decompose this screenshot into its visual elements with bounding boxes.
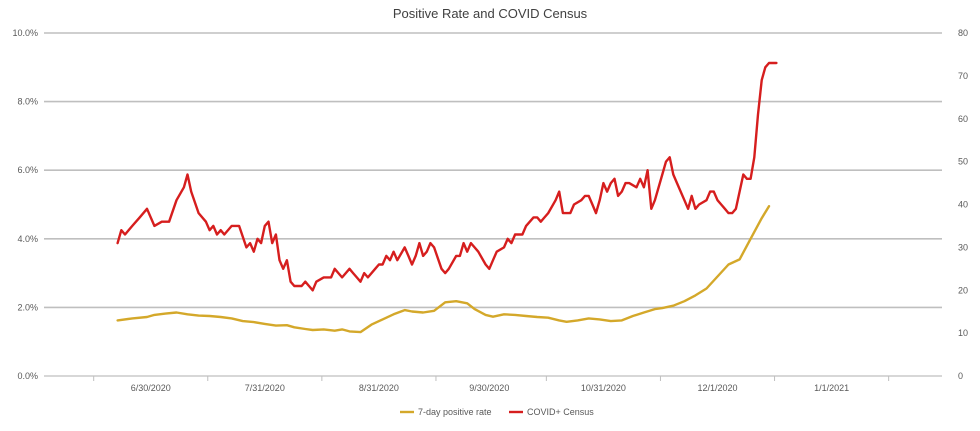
y-right-tick-label: 50 [958,157,968,167]
y-right-tick-label: 40 [958,200,968,210]
y-left-tick-label: 2.0% [17,302,38,312]
x-tick-label: 7/31/2020 [245,383,285,393]
axes: 0.0% 2.0% 4.0% 6.0% 8.0% 10.0% 0 10 20 30 40 50 60 70… [12,28,968,393]
y-left-tick-label: 0.0% [17,371,38,381]
y-right-tick-label: 30 [958,242,968,252]
x-tick-label: 9/30/2020 [469,383,509,393]
y-right-tick-label: 80 [958,28,968,38]
x-tick-label: 6/30/2020 [131,383,171,393]
legend-label: 7-day positive rate [418,407,492,417]
y-left-tick-label: 8.0% [17,97,38,107]
series-line-0 [116,205,771,334]
x-tick-label: 1/1/2021 [814,383,849,393]
y-right-tick-label: 20 [958,285,968,295]
legend-label: COVID+ Census [527,407,594,417]
series-lines [116,61,778,334]
gridlines [44,32,942,309]
y-left-tick-label: 10.0% [12,28,38,38]
x-tick-label: 10/31/2020 [581,383,626,393]
chart-title: Positive Rate and COVID Census [393,6,588,21]
series-line-1 [116,61,778,292]
x-tick-label: 12/1/2020 [697,383,737,393]
y-left-tick-label: 4.0% [17,234,38,244]
y-right-tick-label: 60 [958,114,968,124]
y-right-tick-label: 70 [958,71,968,81]
y-right-tick-label: 0 [958,371,963,381]
legend: 7-day positive rate COVID+ Census [400,407,594,417]
x-tick-label: 8/31/2020 [359,383,399,393]
y-right-tick-label: 10 [958,328,968,338]
y-left-tick-label: 6.0% [17,165,38,175]
